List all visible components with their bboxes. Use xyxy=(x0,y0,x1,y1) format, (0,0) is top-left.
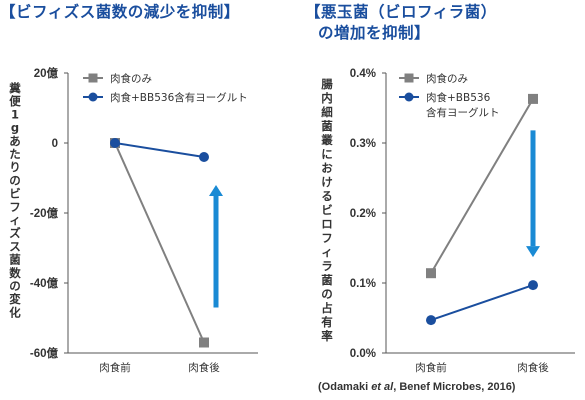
chart-right-ylabel-char: 腸 xyxy=(321,77,333,91)
right-chart-title-line1: 【悪玉菌（ビロフィラ菌） xyxy=(305,3,497,21)
chart-right-ylabel-char: に xyxy=(321,147,333,161)
chart-right-ylabel-char: ィ xyxy=(321,245,333,259)
chart-left-ytick-label: -40億 xyxy=(30,276,59,290)
chart-right-ylabel-char: 内 xyxy=(321,91,333,105)
chart-left-ytick-label: -20億 xyxy=(30,206,59,220)
chart-right-ytick-label: 0.4% xyxy=(350,68,376,80)
chart-right-ytick-label: 0.1% xyxy=(350,278,376,290)
chart-right-ylabel-char: お xyxy=(321,161,333,175)
chart-right-ylabel-char: ラ xyxy=(321,259,333,273)
chart-right-point-meat-only xyxy=(426,268,436,279)
chart-left-ylabel-char: 数 xyxy=(9,266,21,280)
chart-right-ylabel-char: 菌 xyxy=(321,119,333,133)
chart-left-ylabel-char: ビ xyxy=(9,187,21,201)
chart-right-series-meat-bb536-line xyxy=(430,284,534,322)
chart-left-ylabel-char: 1 xyxy=(11,107,19,121)
left-chart-title: 【ビフィズス菌数の減少を抑制】 xyxy=(0,3,240,21)
chart-right-ylabel-char: 細 xyxy=(321,105,333,119)
chart-left-ylabel-char: ズ xyxy=(9,226,21,240)
chart-right-legend-square-marker xyxy=(404,73,414,83)
chart-right-ylabel-char: ビ xyxy=(321,203,333,217)
chart-right-ytick-label: 0.3% xyxy=(350,138,376,150)
chart-right-ylabel-char: 率 xyxy=(321,329,333,343)
chart-left-ylabel-char: フ xyxy=(9,200,21,214)
chart-left-series-meat-bb536-line xyxy=(114,142,205,158)
chart-right-point-meat-bb536 xyxy=(528,280,538,291)
chart-left-ylabel-char: 化 xyxy=(9,305,21,319)
chart-right-ytick-label: 0.0% xyxy=(350,348,376,360)
chart-left-ylabel-char: g xyxy=(11,121,19,135)
chart-right-ylabel-char: け xyxy=(321,175,333,189)
chart-left-ylabel-char: 便 xyxy=(9,94,21,108)
chart-right-category-label: 肉食後 xyxy=(517,361,549,374)
chart-right-point-meat-bb536 xyxy=(426,315,436,326)
chart-left-category-label: 肉食後 xyxy=(188,361,220,374)
right-chart-title-line2: の増加を抑制】 xyxy=(318,24,431,42)
chart-right-legend-label: 肉食のみ xyxy=(426,72,468,85)
citation: (Odamaki et al, Benef Microbes, 2016) xyxy=(318,381,515,393)
chart-left-ylabel-char: あ xyxy=(9,134,21,148)
chart-right-ylabel-char: 占 xyxy=(321,301,333,315)
chart-left-arrow-head xyxy=(209,185,223,196)
chart-right-category-label: 肉食前 xyxy=(415,361,447,374)
chart-right-ylabel-char: 叢 xyxy=(321,133,333,147)
chart-right-ytick-label: 0.2% xyxy=(350,208,376,220)
chart-right-legend-label: 肉食+BB536 xyxy=(426,91,491,104)
chart-left-point-meat-bb536 xyxy=(199,152,209,162)
chart-right-ylabel-char: 有 xyxy=(321,315,333,329)
chart-right-legend-label: 含有ヨーグルト xyxy=(426,106,500,119)
chart-left-ytick-label: 20億 xyxy=(34,66,59,80)
chart-left-point-meat-only xyxy=(199,337,209,348)
chart-left-point-meat-bb536 xyxy=(110,138,120,148)
chart-right-ylabel-char: る xyxy=(321,189,333,203)
chart-left-ylabel-char: ィ xyxy=(9,213,21,227)
chart-left-ylabel-char: ス xyxy=(9,239,21,253)
chart-left-legend-square-marker xyxy=(88,73,98,83)
chart-left-ytick-label: -60億 xyxy=(30,346,59,360)
chart-left-category-label: 肉食前 xyxy=(99,361,131,374)
chart-right-ylabel-char: の xyxy=(321,287,333,301)
chart-right-ylabel-char: フ xyxy=(321,231,333,245)
chart-left-ylabel-char: の xyxy=(9,173,21,187)
citation-suffix: , Benef Microbes, 2016) xyxy=(393,381,516,393)
chart-left-ytick-label: 0 xyxy=(52,138,58,150)
chart-right-series-meat-only-line xyxy=(430,98,534,274)
chart-right-legend-circle-marker xyxy=(404,92,414,102)
chart-right-ylabel-char: ロ xyxy=(321,217,333,231)
chart-left-ylabel-char: り xyxy=(9,160,21,174)
chart-left-legend-label: 肉食+BB536含有ヨーグルト xyxy=(110,91,248,104)
chart-right-ylabel-char: 菌 xyxy=(321,273,333,287)
chart-right-arrow-head xyxy=(526,246,540,258)
chart-left-legend-circle-marker xyxy=(88,92,98,102)
chart-left-ylabel-char: 菌 xyxy=(9,253,21,267)
chart-left-ylabel-char: の xyxy=(9,279,21,293)
chart-left-series-meat-only-line xyxy=(114,142,205,343)
chart-right-point-meat-only xyxy=(528,93,538,104)
chart-left-ylabel-char: 糞 xyxy=(8,81,21,95)
citation-prefix: (Odamaki xyxy=(318,381,372,393)
chart-left-ylabel-char: た xyxy=(9,147,21,161)
chart-left-legend-label: 肉食のみ xyxy=(110,72,152,85)
chart-left-ylabel-char: 変 xyxy=(9,292,21,306)
citation-italic: et al xyxy=(371,381,394,393)
